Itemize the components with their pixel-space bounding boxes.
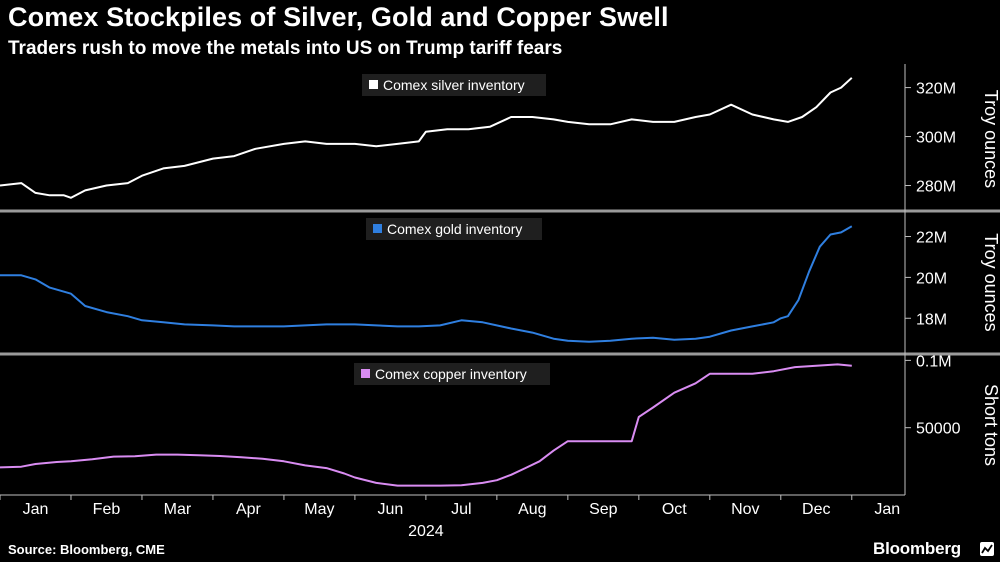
x-tick-label: Jun: [377, 501, 403, 518]
copper-legend-label: Comex copper inventory: [375, 366, 527, 382]
x-tick-label: Aug: [518, 501, 546, 518]
copper-legend-swatch: [361, 369, 370, 378]
copper-ytick-label: 0.1M: [916, 353, 952, 370]
bloomberg-logo: Bloomberg: [873, 539, 961, 558]
x-tick-label: May: [304, 501, 334, 518]
x-tick-label: Sep: [589, 501, 618, 518]
copper-series-line: [0, 363, 852, 487]
x-tick-label: Feb: [93, 501, 121, 518]
copper-unit-label: Short tons: [981, 384, 1000, 466]
silver-ytick-label: 280M: [916, 179, 956, 196]
silver-ytick-label: 320M: [916, 81, 956, 98]
copper-ytick-label: 50000: [916, 421, 961, 438]
x-tick-label: Jan: [874, 501, 900, 518]
chart-title: Comex Stockpiles of Silver, Gold and Cop…: [8, 2, 669, 32]
silver-ytick-label: 300M: [916, 130, 956, 147]
silver-legend-label: Comex silver inventory: [383, 77, 525, 93]
gold-legend-swatch: [373, 224, 382, 233]
x-tick-label: Apr: [236, 501, 262, 518]
gold-legend-label: Comex gold inventory: [387, 221, 522, 237]
copper-legend-box: [354, 363, 550, 385]
chart-subtitle: Traders rush to move the metals into US …: [8, 38, 563, 59]
gold-ytick-label: 18M: [916, 311, 947, 328]
gold-unit-label: Troy ounces: [981, 233, 1000, 331]
gold-series-line: [0, 225, 853, 343]
gold-ytick-label: 22M: [916, 230, 947, 247]
silver-legend-swatch: [369, 80, 378, 89]
source-note: Source: Bloomberg, CME: [8, 542, 165, 557]
x-tick-label: Mar: [164, 501, 192, 518]
silver-unit-label: Troy ounces: [981, 90, 1000, 188]
x-tick-label: Nov: [731, 501, 759, 518]
silver-legend-box: [362, 74, 546, 96]
gold-legend-box: [366, 218, 542, 240]
silver-series-line: [0, 77, 853, 199]
gold-ytick-label: 20M: [916, 270, 947, 287]
x-tick-label: Oct: [662, 501, 687, 518]
x-tick-label: Jan: [23, 501, 49, 518]
x-year-label: 2024: [408, 523, 444, 540]
bloomberg-chart-icon: [980, 542, 994, 556]
x-tick-label: Dec: [802, 501, 830, 518]
x-tick-label: Jul: [451, 501, 471, 518]
